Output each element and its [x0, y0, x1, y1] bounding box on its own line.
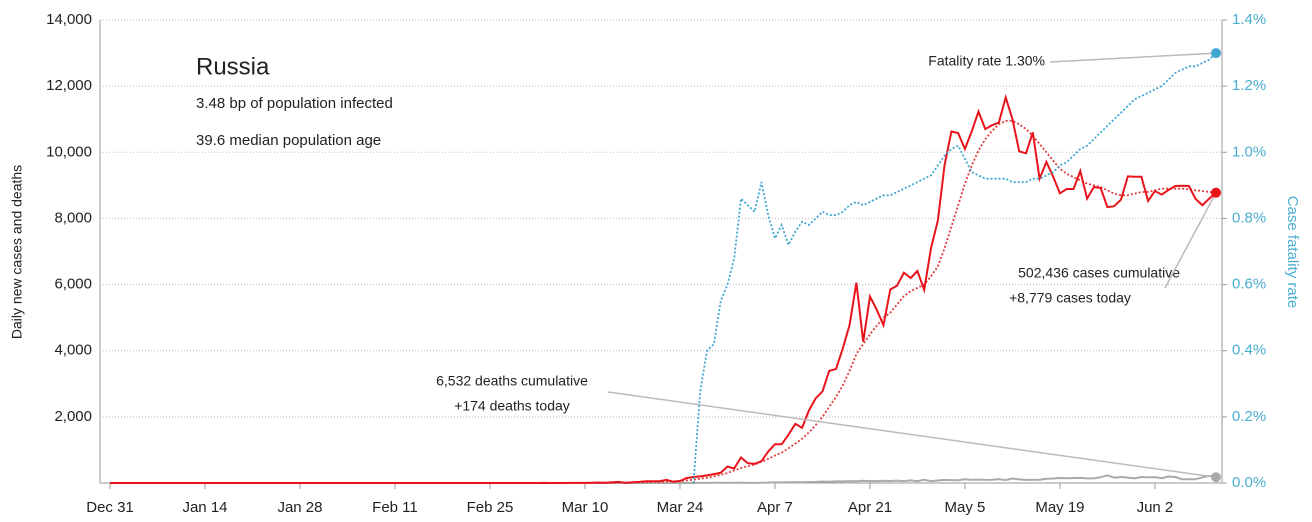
y-tick-label: 8,000: [54, 209, 92, 226]
x-tick-label: May 5: [945, 499, 986, 516]
y-tick-label: 4,000: [54, 342, 92, 359]
y2-axis-label: Case fatality rate: [1284, 196, 1301, 309]
x-tick-label: Jun 2: [1137, 499, 1174, 516]
y2-tick-label: 1.2%: [1232, 77, 1266, 94]
y2-tick-label: 0.4%: [1232, 342, 1266, 359]
y-tick-label: 2,000: [54, 408, 92, 425]
annotation: 6,532 deaths cumulative: [436, 373, 588, 389]
y2-tick-label: 1.0%: [1232, 143, 1266, 160]
chart-title: Russia: [196, 53, 270, 80]
y2-tick-label: 1.4%: [1232, 11, 1266, 28]
x-tick-label: Mar 10: [562, 499, 609, 516]
series-line: [110, 93, 1217, 484]
x-tick-label: Feb 11: [372, 499, 418, 516]
y2-tick-label: 0.0%: [1232, 474, 1266, 491]
x-tick-label: Apr 7: [757, 499, 793, 516]
y-tick-label: 6,000: [54, 276, 92, 293]
endpoint-dot: [1211, 48, 1221, 59]
y2-tick-label: 0.6%: [1232, 276, 1266, 293]
annotation: 502,436 cases cumulative: [1018, 265, 1180, 281]
annotation: +174 deaths today: [454, 398, 570, 414]
x-tick-label: Feb 25: [467, 499, 514, 516]
leader-line: [607, 391, 1217, 478]
y2-tick-label: 0.2%: [1232, 408, 1266, 425]
y-tick-label: 10,000: [46, 143, 92, 160]
x-tick-label: Mar 24: [657, 499, 704, 516]
x-tick-label: May 19: [1035, 499, 1084, 516]
leader-line: [1049, 52, 1217, 63]
subtitle: 3.48 bp of population infected: [196, 95, 393, 112]
y-tick-label: 14,000: [46, 11, 92, 28]
annotation: Fatality rate 1.30%: [928, 53, 1045, 69]
x-tick-label: Dec 31: [86, 499, 134, 516]
y-tick-label: 12,000: [46, 77, 92, 94]
annotation: +8,779 cases today: [1009, 290, 1131, 306]
leader-line: [1164, 192, 1217, 289]
x-tick-label: Apr 21: [848, 499, 892, 516]
x-tick-label: Jan 28: [277, 499, 322, 516]
y-axis-label: Daily new cases and deaths: [9, 165, 25, 339]
subtitle: 39.6 median population age: [196, 132, 381, 149]
endpoint-dot: [1211, 187, 1221, 198]
endpoint-dot: [1211, 472, 1221, 483]
y2-tick-label: 0.8%: [1232, 209, 1266, 226]
x-tick-label: Jan 14: [182, 499, 227, 516]
